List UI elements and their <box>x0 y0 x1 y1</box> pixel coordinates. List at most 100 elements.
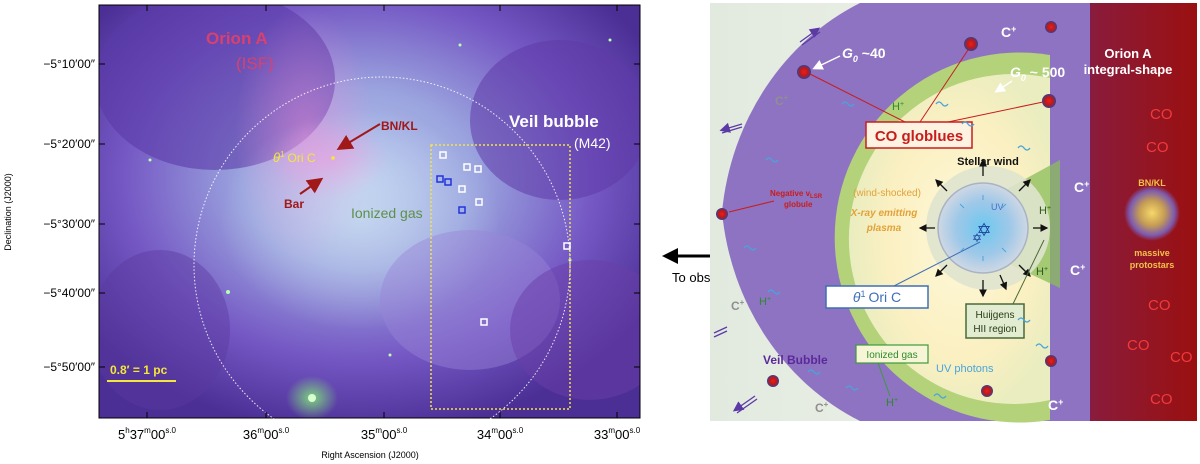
h-plus-label: H+ <box>886 397 898 409</box>
c-plus-label: C+ <box>815 400 829 415</box>
scale-bar-label: 0.8′ = 1 pc <box>110 363 168 377</box>
theta-ori-c-box <box>825 285 929 309</box>
globule <box>1045 355 1057 367</box>
co-label: CO <box>1150 391 1173 408</box>
c-plus-label: C+ <box>1001 24 1016 40</box>
g0-500-label: G0 ~ 500 <box>1010 64 1065 83</box>
ionized-gas-label: Ionized gas <box>866 350 917 361</box>
bnkl-label: BN/KL <box>1138 178 1166 188</box>
ionized-gas-box <box>855 344 929 364</box>
wind-shocked-label: (wind-shocked) <box>853 188 921 199</box>
co-label: CO <box>1127 337 1150 354</box>
x-tick-label: 34m00s.0 <box>477 426 524 442</box>
isf-label: (ISF) <box>236 54 274 73</box>
y-axis-ticks <box>99 63 640 368</box>
theta-box-connector <box>889 241 981 289</box>
image-frame <box>98 4 641 419</box>
ionized-gas-connector <box>877 362 891 397</box>
massive-label: massive <box>1134 248 1170 258</box>
x-tick-label: 35m00s.0 <box>361 426 408 442</box>
orion-a-label: Orion A <box>206 29 268 48</box>
y-axis-title: Declination (J2000) <box>3 173 13 251</box>
y-tick-label: −5°40′00″ <box>43 286 95 300</box>
bar-label: Bar <box>284 197 304 211</box>
y-tick-label: −5°10′00″ <box>43 57 95 71</box>
negative-vlsr-label: Negative vLSR <box>770 189 823 200</box>
uv-photon-arrows <box>959 195 1007 261</box>
co-globules <box>716 21 1057 397</box>
orion-a-shape-label: integral-shape <box>1084 62 1173 77</box>
globule <box>797 65 811 79</box>
star-icon: ✡ <box>972 231 982 245</box>
negative-vlsr-line <box>728 200 775 213</box>
x-axis-title: Right Ascension (J2000) <box>321 450 419 460</box>
uv-photons-label: UV photons <box>936 363 994 375</box>
globule-label: globule <box>784 200 813 209</box>
theta-ori-c-box-label: θ1 Ori C <box>853 289 901 305</box>
co-globlues-label: CO globlues <box>875 128 963 145</box>
x-axis-tick-labels: 5h37m00s.0 36m00s.0 35m00s.0 34m00s.0 33… <box>118 426 641 442</box>
h-plus-label: H+ <box>892 101 904 113</box>
c-plus-label: C+ <box>1070 262 1085 278</box>
stellar-wind-arrows <box>918 158 1049 298</box>
veil-bubble-label: Veil bubble <box>509 112 599 131</box>
region-box <box>430 144 571 410</box>
c-plus-labels: C+ C+ C+ C+ C+ C+ C+ <box>731 24 1089 415</box>
g0-500-arrow <box>994 80 1013 93</box>
co-labels: CO CO CO CO CO CO <box>1127 106 1193 408</box>
co-label: CO <box>1146 139 1169 156</box>
protostar-icon <box>1124 185 1180 241</box>
bnkl-label: BN/KL <box>381 119 418 133</box>
co-label: CO <box>1148 297 1171 314</box>
y-axis-tick-labels: −5°10′00″ −5°20′00″ −5°30′00″ −5°40′00″ … <box>43 57 95 374</box>
x-tick-label: 33m00s.0 <box>594 426 641 442</box>
orion-image-panel: Orion A (ISF) Veil bubble (M42) BN/KL θ1… <box>3 4 641 460</box>
orion-a-label: Orion A <box>1104 46 1152 61</box>
g0-40-label: G0 ~40 <box>842 45 886 64</box>
globule <box>1045 21 1057 33</box>
co-label: CO <box>1170 349 1193 366</box>
huijgens-connector <box>1011 239 1045 307</box>
h-plus-label: H+ <box>759 296 771 308</box>
bnkl-arrow <box>336 123 381 151</box>
plasma-label: plasma <box>866 223 902 234</box>
globule <box>716 208 728 220</box>
uv-label: UV <box>991 202 1004 212</box>
ionized-gas-label: Ionized gas <box>351 205 423 221</box>
m42-label: (M42) <box>574 135 611 151</box>
theta-ori-c-star <box>937 182 1029 274</box>
y-tick-label: −5°30′00″ <box>43 217 95 231</box>
huijgens-label: Huijgens <box>976 310 1015 321</box>
h-plus-label: H+ <box>1036 266 1048 278</box>
g0-40-arrow <box>812 55 841 70</box>
globule <box>1042 94 1056 108</box>
expansion-arrows <box>713 27 821 414</box>
schematic-panel: ✡ ✡ <box>710 3 1197 423</box>
globule <box>767 375 779 387</box>
globule <box>964 37 978 51</box>
co-connector-lines <box>809 49 1044 123</box>
veil-bubble-label: Veil Bubble <box>763 353 828 367</box>
globule <box>981 385 993 397</box>
x-tick-label: 36m00s.0 <box>243 426 290 442</box>
c-plus-label: C+ <box>1048 397 1063 413</box>
hii-region-label: HII region <box>973 324 1016 335</box>
star-icon: ✡ <box>976 220 991 240</box>
c-plus-label: C+ <box>775 93 789 108</box>
x-axis-ticks <box>146 5 618 418</box>
protostars-label: protostars <box>1130 260 1175 270</box>
x-tick-label: 5h37m00s.0 <box>118 426 177 442</box>
theta-ori-c-marker <box>331 156 335 160</box>
veil-bubble-circle <box>193 76 571 454</box>
theta-ori-c-label: θ1 Ori C <box>273 150 316 165</box>
h-plus-label: H+ <box>1039 205 1051 217</box>
h-plus-labels: H+ H+ H+ H+ H+ <box>759 101 1051 409</box>
c-plus-label: C+ <box>731 298 745 313</box>
xray-label: X-ray emitting <box>850 208 918 219</box>
c-plus-label: C+ <box>1074 179 1089 195</box>
y-tick-label: −5°20′00″ <box>43 137 95 151</box>
co-globlues-box <box>865 121 973 149</box>
co-label: CO <box>1150 106 1173 123</box>
bar-arrow <box>299 177 324 195</box>
